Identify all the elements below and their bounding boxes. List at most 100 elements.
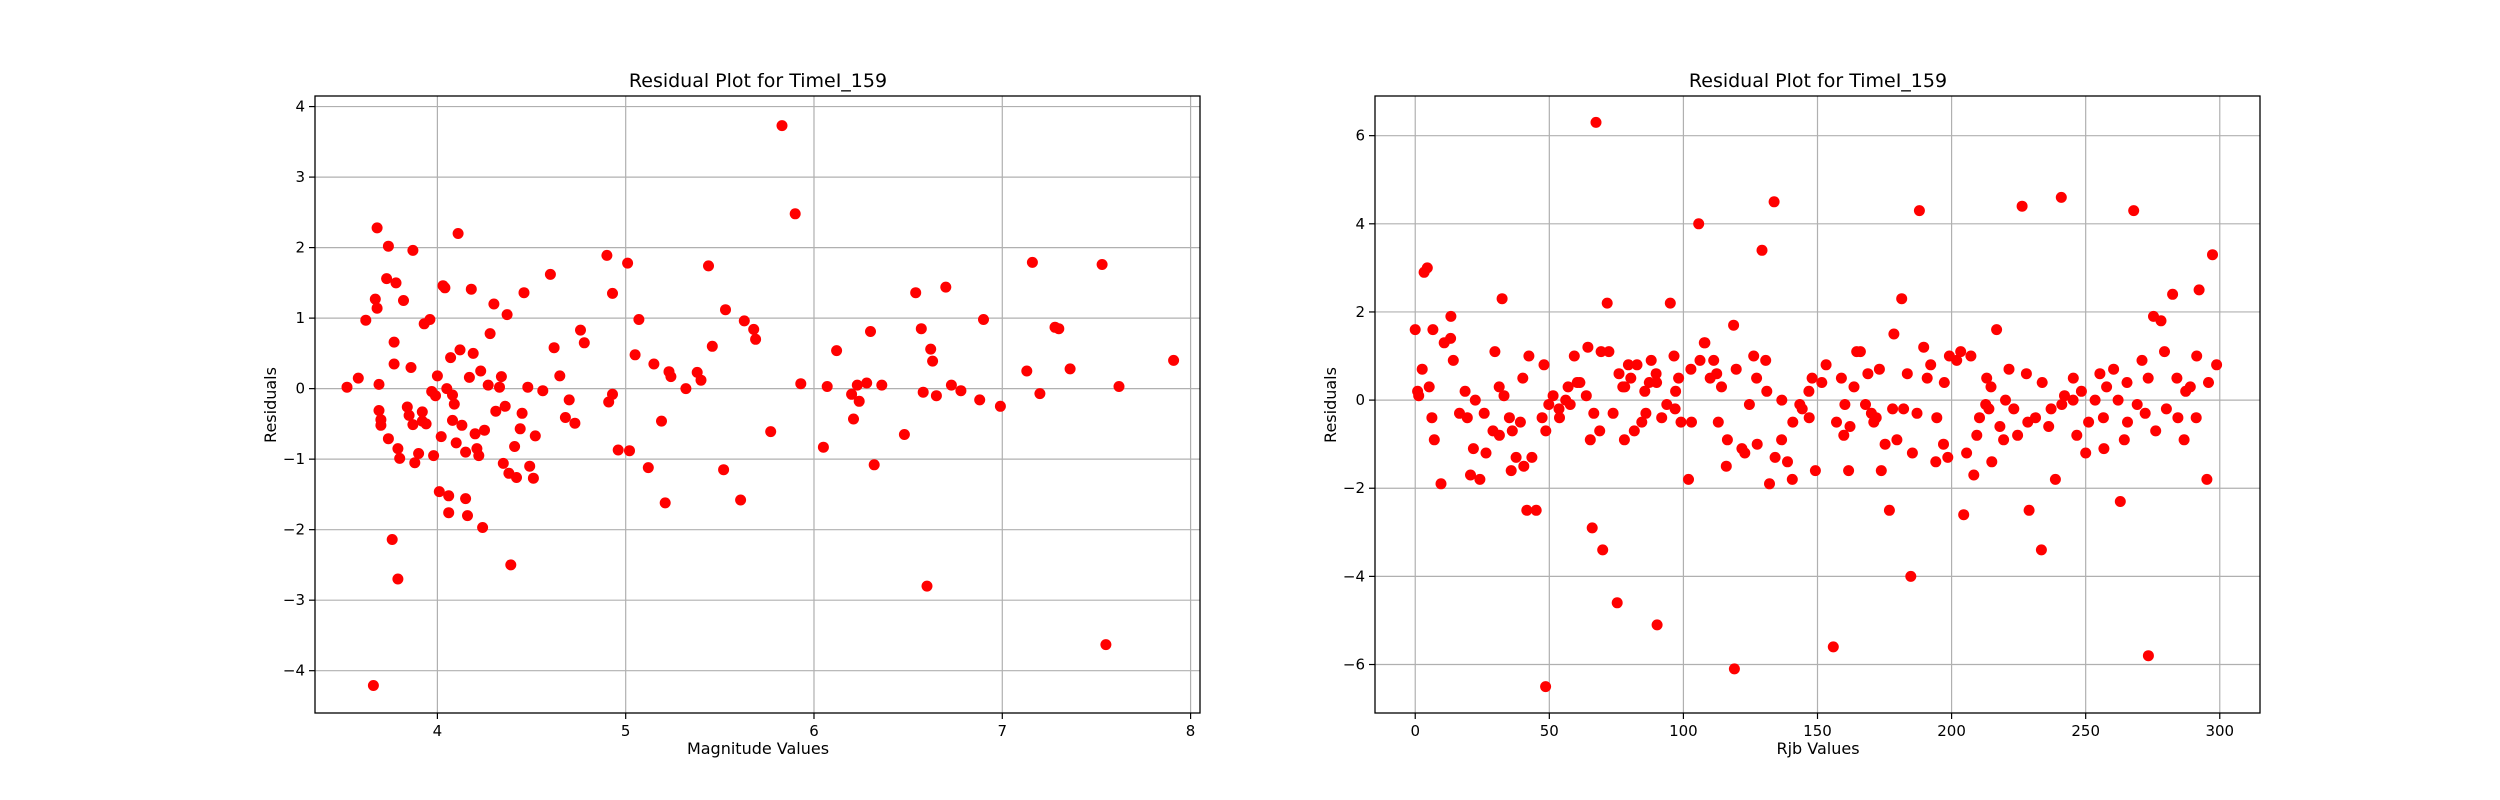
data-point xyxy=(2067,372,2079,384)
data-point xyxy=(1639,385,1651,397)
chart-title: Residual Plot for TimeI_159 xyxy=(629,70,887,92)
data-point xyxy=(409,457,421,469)
data-point xyxy=(475,365,487,377)
data-point xyxy=(2030,412,2041,424)
data-point xyxy=(1930,456,1942,468)
data-point xyxy=(1721,434,1733,446)
data-point xyxy=(1514,416,1526,428)
data-point xyxy=(1942,451,1954,463)
data-point xyxy=(2080,447,2092,459)
data-point xyxy=(1498,390,1510,402)
data-point xyxy=(367,680,379,691)
data-point xyxy=(1554,412,1565,424)
data-point xyxy=(2122,416,2133,428)
data-point xyxy=(1459,385,1471,397)
data-point xyxy=(407,419,419,431)
chart-title: Residual Plot for TimeI_159 xyxy=(1689,70,1947,92)
data-point xyxy=(369,293,381,305)
data-point xyxy=(1493,429,1505,441)
y-tick-label: 0 xyxy=(1355,391,1365,409)
data-point xyxy=(1625,372,1637,384)
data-point xyxy=(917,386,929,398)
data-point xyxy=(2108,363,2120,375)
data-point xyxy=(2112,394,2124,406)
data-point xyxy=(633,314,645,325)
data-point xyxy=(2184,381,2196,393)
data-point xyxy=(1831,416,1842,428)
x-tick-label: 200 xyxy=(1937,722,1966,740)
data-point xyxy=(1034,388,1046,400)
grid xyxy=(1375,96,2260,713)
data-point xyxy=(392,443,404,455)
data-point xyxy=(416,406,428,418)
data-point xyxy=(2059,390,2070,402)
data-point xyxy=(1603,346,1615,358)
x-tick-label: 250 xyxy=(2071,722,2100,740)
data-point xyxy=(381,273,393,285)
data-point xyxy=(1782,456,1793,468)
data-point xyxy=(1496,293,1508,305)
y-tick-label: −3 xyxy=(283,591,305,609)
data-point xyxy=(505,559,517,571)
data-point xyxy=(371,222,383,234)
data-point xyxy=(479,424,490,436)
data-point xyxy=(1683,473,1694,485)
data-point xyxy=(1568,350,1580,362)
data-point xyxy=(518,287,530,299)
data-point xyxy=(554,370,566,382)
data-point xyxy=(514,423,526,435)
data-point xyxy=(665,371,677,383)
data-point xyxy=(407,244,419,256)
data-point xyxy=(1716,381,1727,393)
data-point xyxy=(460,493,472,505)
data-point xyxy=(1839,399,1851,410)
data-point xyxy=(2121,377,2133,388)
data-point xyxy=(578,337,590,349)
data-point xyxy=(456,419,468,431)
data-point xyxy=(575,324,586,336)
data-point xyxy=(1862,368,1874,380)
data-point xyxy=(1958,509,1970,521)
data-point xyxy=(516,407,528,419)
data-point xyxy=(1888,328,1900,340)
data-point xyxy=(1021,365,1033,377)
data-point xyxy=(955,385,967,397)
grid xyxy=(315,96,1200,713)
data-point xyxy=(484,328,496,340)
data-point xyxy=(1465,469,1476,481)
data-point xyxy=(1553,403,1565,415)
data-point xyxy=(656,415,667,427)
data-point xyxy=(1669,403,1681,415)
data-point xyxy=(1991,324,2003,336)
data-point xyxy=(1870,412,1882,424)
data-point xyxy=(2020,368,2032,380)
data-point xyxy=(430,390,441,402)
data-point xyxy=(1026,256,1038,268)
data-point xyxy=(1986,456,1998,468)
data-point xyxy=(1540,681,1552,693)
data-point xyxy=(373,378,385,390)
data-point xyxy=(2155,315,2167,327)
data-point xyxy=(465,283,477,295)
data-point xyxy=(1728,319,1740,331)
data-point xyxy=(1739,447,1751,459)
data-point xyxy=(994,400,1006,412)
y-tick-label: 2 xyxy=(1355,303,1365,321)
data-point xyxy=(703,260,714,272)
data-point xyxy=(509,441,521,452)
data-point xyxy=(1787,416,1799,428)
data-point xyxy=(1965,350,1977,362)
data-point xyxy=(978,314,989,325)
data-point xyxy=(1445,310,1457,322)
data-point xyxy=(1911,407,1923,419)
data-point xyxy=(2035,544,2047,556)
data-point xyxy=(607,287,618,299)
data-point xyxy=(817,441,829,453)
data-point xyxy=(1607,407,1619,419)
data-point xyxy=(861,377,873,389)
data-point xyxy=(718,464,730,476)
data-point xyxy=(2114,496,2126,507)
data-point xyxy=(2067,394,2079,406)
data-point xyxy=(1816,377,1828,388)
